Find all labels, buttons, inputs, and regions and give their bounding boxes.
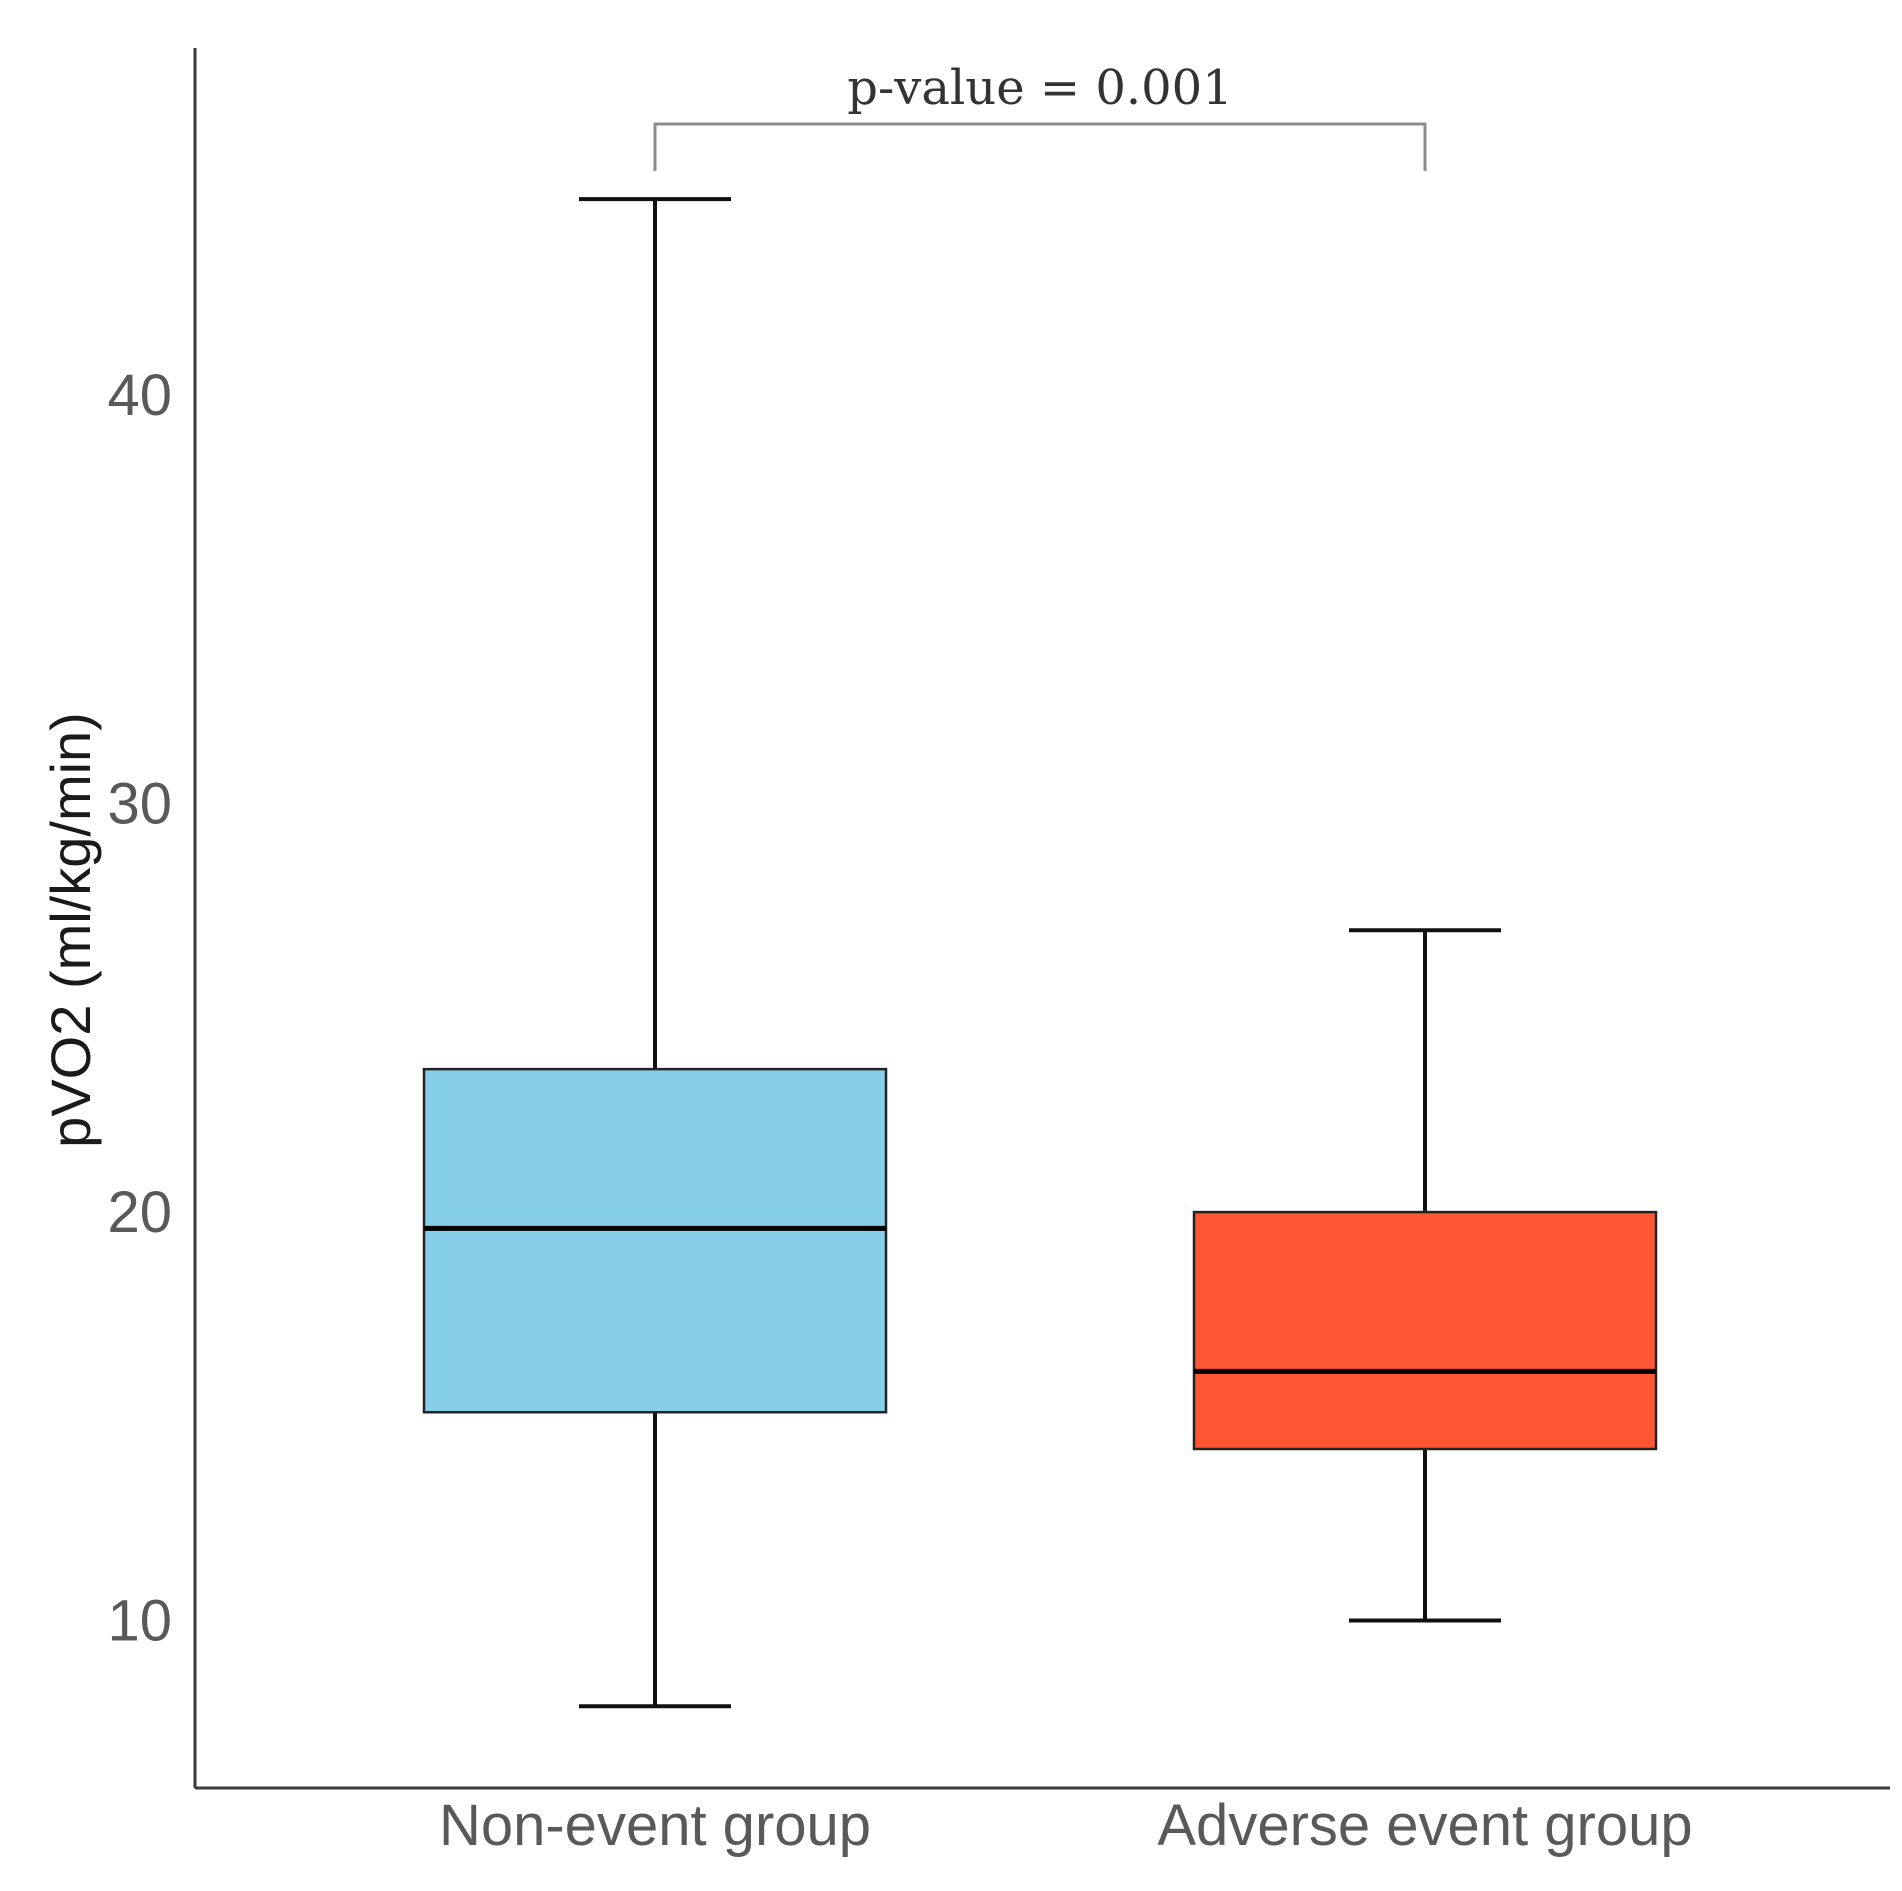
significance-annotation: p-value = 0.001 bbox=[653, 60, 1427, 171]
y-axis-title: pVO2 (ml/kg/min) bbox=[39, 712, 102, 1148]
boxes bbox=[422, 197, 1658, 1709]
significance-bracket bbox=[653, 122, 1427, 171]
box-iqr bbox=[422, 1067, 888, 1414]
x-category-label: Non-event group bbox=[439, 1793, 871, 1858]
x-categories: Non-event group Adverse event group bbox=[439, 1793, 1693, 1858]
x-category-label: Adverse event group bbox=[1157, 1793, 1692, 1858]
y-tick-label: 20 bbox=[107, 1180, 172, 1245]
y-tick-label: 30 bbox=[107, 772, 172, 837]
box-iqr bbox=[1192, 1210, 1658, 1451]
y-tick-label: 40 bbox=[107, 363, 172, 428]
p-value-label: p-value = 0.001 bbox=[847, 60, 1233, 116]
box-group bbox=[422, 197, 888, 1709]
box-group bbox=[1192, 928, 1658, 1623]
y-tick-label: 10 bbox=[107, 1589, 172, 1654]
y-ticks: 10 20 30 40 bbox=[107, 363, 172, 1653]
